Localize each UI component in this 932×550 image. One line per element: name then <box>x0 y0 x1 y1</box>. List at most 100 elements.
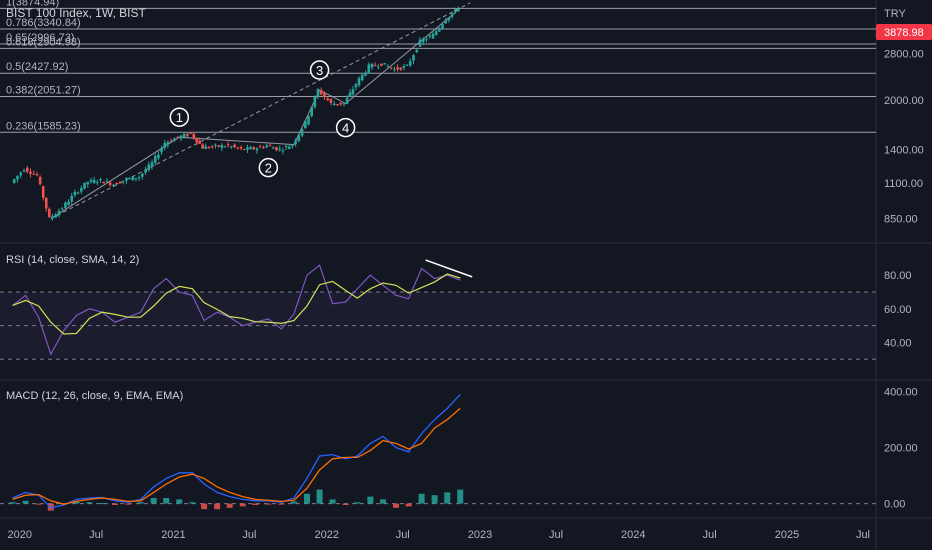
candle-body <box>421 39 425 43</box>
candle-body <box>431 33 435 39</box>
candle-body <box>310 107 314 117</box>
candle-body <box>457 9 460 11</box>
candle-body <box>258 146 262 148</box>
time-axis-label: Jul <box>549 529 563 541</box>
macd-histogram-bar <box>354 502 361 504</box>
candle-body <box>342 103 346 105</box>
candle-body <box>294 140 297 145</box>
axes[interactable]: 2800.002000.001400.001100.00850.0080.006… <box>7 48 923 541</box>
candle-body <box>444 20 447 24</box>
candle-body <box>383 63 386 65</box>
candle-body <box>329 99 333 103</box>
candle-body <box>313 96 317 108</box>
time-axis-label: 2024 <box>621 529 645 541</box>
candle-body <box>364 72 367 76</box>
macd-histogram-bar <box>86 502 93 504</box>
candle-body <box>76 192 80 194</box>
wave-label-2: 2 <box>265 161 272 176</box>
candle-body <box>389 67 393 69</box>
price-candles[interactable] <box>12 6 460 221</box>
macd-title[interactable]: MACD (12, 26, close, 9, EMA, EMA) <box>6 390 183 402</box>
candle-body <box>281 150 285 152</box>
macd-axis-tick: 0.00 <box>884 499 905 511</box>
macd-histogram-bar <box>393 503 400 508</box>
candle-body <box>399 67 403 70</box>
macd-indicator[interactable] <box>0 393 876 511</box>
candle-body <box>233 144 236 148</box>
candle-body <box>367 64 371 73</box>
candle-body <box>246 147 249 150</box>
candle-body <box>323 92 326 98</box>
time-axis-label: Jul <box>89 529 103 541</box>
candle-body <box>192 133 196 139</box>
candle-body <box>70 195 74 202</box>
candle-body <box>19 172 23 176</box>
candle-body <box>169 140 173 142</box>
candle-body <box>268 145 272 147</box>
macd-histogram-bar <box>214 503 221 510</box>
fib-level-label: 0.786(3340.84) <box>6 17 81 29</box>
macd-histogram-bar <box>316 489 323 504</box>
candle-body <box>373 65 377 67</box>
candle-body <box>121 180 125 182</box>
wave-label-circle <box>258 157 279 178</box>
candle-body <box>236 147 240 149</box>
candle-body <box>402 66 406 68</box>
macd-histogram-bar <box>457 489 464 504</box>
candle-body <box>380 63 383 66</box>
time-axis-label: Jul <box>242 529 256 541</box>
candle-body <box>44 197 48 209</box>
candle-body <box>393 68 396 70</box>
candle-body <box>249 147 252 150</box>
candle-body <box>304 120 307 128</box>
candle-body <box>345 97 349 104</box>
rsi-indicator[interactable] <box>0 259 876 360</box>
candle-body <box>102 181 105 184</box>
candle-body <box>166 141 170 145</box>
candle-body <box>239 147 243 149</box>
candle-body <box>357 78 361 86</box>
fib-level-label: 0.382(2051.27) <box>6 85 81 97</box>
candle-body <box>354 84 358 88</box>
candle-body <box>99 178 102 181</box>
macd-histogram-bar <box>163 498 170 504</box>
candle-body <box>131 176 135 181</box>
symbol-title[interactable]: BIST 100 Index, 1W, BIST <box>6 6 147 20</box>
rsi-title[interactable]: RSI (14, close, SMA, 14, 2) <box>6 254 139 266</box>
macd-histogram-bar <box>22 500 29 504</box>
fib-level-label: 0.65(2996.73) <box>6 32 75 44</box>
candle-body <box>112 184 115 186</box>
candle-body <box>29 171 32 174</box>
currency-label: TRY <box>884 8 906 20</box>
candle-body <box>214 144 217 146</box>
macd-histogram-bar <box>226 503 233 508</box>
candle-body <box>348 92 352 97</box>
fibonacci-retracement[interactable]: 1(3874.94) 0.786(3340.84) 0.65(2996.73)0.6… <box>0 0 876 133</box>
candle-body <box>278 148 282 150</box>
candle-body <box>67 201 70 206</box>
candle-body <box>415 49 419 53</box>
macd-signal-line <box>12 407 461 505</box>
macd-histogram-bar <box>137 502 144 504</box>
fib-level-label: 0.618(2904.98) <box>6 36 81 48</box>
macd-histogram-bar <box>125 503 132 505</box>
candle-body <box>60 208 64 210</box>
candle-body <box>118 182 122 184</box>
candle-body <box>22 170 26 172</box>
macd-histogram-bar <box>303 493 310 504</box>
candle-body <box>412 55 415 61</box>
elliott-wave-labels[interactable]: 12345 <box>169 0 469 178</box>
candle-body <box>163 142 167 148</box>
candle-body <box>153 155 157 163</box>
macd-histogram-bar <box>290 501 297 504</box>
fib-level-label: 0.5(2427.92) <box>6 61 68 73</box>
candle-body <box>370 63 374 68</box>
macd-histogram-bar <box>418 493 425 504</box>
rsi-axis-tick: 80.00 <box>884 270 912 282</box>
candle-body <box>92 179 96 183</box>
macd-line <box>12 393 461 509</box>
candle-body <box>141 173 144 177</box>
candle-body <box>89 179 93 182</box>
candle-body <box>35 174 39 176</box>
